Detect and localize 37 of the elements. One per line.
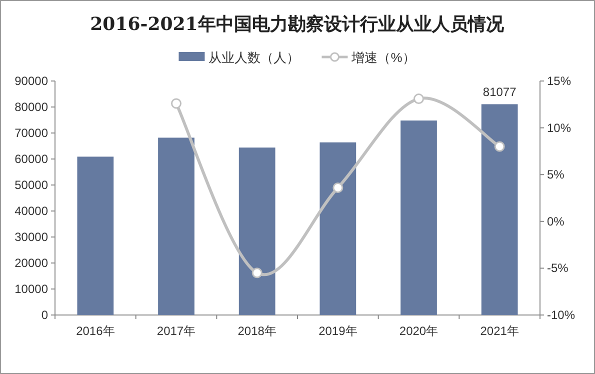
x-tick-label: 2018年 [238,324,276,338]
y2-tick-label: 5% [547,168,565,182]
legend-label: 从业人数（人） [208,50,300,65]
point [332,182,344,193]
x-tick-label: 2021年 [480,324,519,338]
point [171,98,182,109]
bar [158,138,194,315]
y-tick-label: 60000 [14,152,48,166]
y2-tick-label: 0% [547,214,565,228]
y-tick-label: 20000 [14,256,48,270]
x-tick-label: 2016年 [76,324,115,338]
y-tick-label: 70000 [14,126,48,140]
y2-tick-label: 15% [547,74,572,88]
bar [481,104,518,315]
point [414,94,424,104]
y-tick-label: 30000 [14,230,48,244]
y-tick-label: 80000 [14,100,48,114]
bar [400,120,437,315]
point [494,141,505,152]
data-label: 81077 [482,85,517,100]
y-tick-label: 0 [41,308,48,322]
point [252,268,262,278]
y-tick-label: 10000 [14,282,48,296]
bar [238,148,276,315]
y-tick-label: 90000 [14,74,48,88]
y2-tick-label: -10% [547,308,576,322]
y2-tick-label: -5% [547,261,569,276]
y-tick-label: 50000 [14,178,48,192]
y2-tick-label: 10% [547,120,572,135]
x-tick-label: 2019年 [318,324,358,338]
bar [320,142,356,315]
x-tick-label: 2017年 [156,324,196,338]
chart-title: 2016-2021年中国电力勘察设计行业从业人员情况 [90,14,505,35]
bar [77,156,114,315]
legend-label: 增速（%） [350,50,416,65]
y-tick-label: 40000 [14,204,48,218]
x-tick-label: 2020年 [399,324,438,338]
